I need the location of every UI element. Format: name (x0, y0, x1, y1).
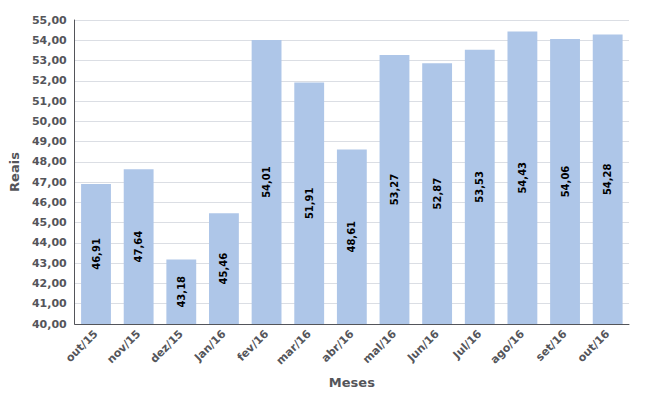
svg-text:54,00: 54,00 (32, 34, 67, 47)
svg-text:50,00: 50,00 (32, 115, 67, 128)
svg-text:43,00: 43,00 (32, 257, 67, 270)
svg-text:52,00: 52,00 (32, 74, 67, 87)
svg-text:42,00: 42,00 (32, 277, 67, 290)
svg-text:out/15: out/15 (63, 327, 100, 364)
svg-text:47,00: 47,00 (32, 176, 67, 189)
svg-text:51,00: 51,00 (32, 95, 67, 108)
svg-text:48,61: 48,61 (346, 221, 357, 253)
svg-text:53,27: 53,27 (389, 174, 400, 206)
svg-text:43,18: 43,18 (176, 276, 187, 308)
svg-text:Meses: Meses (329, 375, 375, 390)
svg-text:mal/16: mal/16 (360, 327, 399, 366)
svg-text:40,00: 40,00 (32, 318, 67, 331)
svg-text:out/16: out/16 (575, 327, 613, 365)
svg-text:45,46: 45,46 (218, 253, 229, 285)
svg-text:53,00: 53,00 (32, 54, 67, 67)
svg-text:54,06: 54,06 (560, 166, 571, 198)
svg-text:Jul/16: Jul/16 (450, 327, 485, 362)
svg-text:51,91: 51,91 (304, 187, 315, 219)
svg-text:55,00: 55,00 (32, 14, 67, 27)
svg-text:Reais: Reais (7, 152, 22, 192)
svg-text:fev/16: fev/16 (235, 327, 272, 364)
svg-text:46,00: 46,00 (32, 196, 67, 209)
svg-text:set/16: set/16 (533, 327, 570, 364)
svg-text:44,00: 44,00 (32, 236, 67, 249)
svg-text:54,28: 54,28 (602, 163, 613, 195)
svg-text:49,00: 49,00 (32, 135, 67, 148)
svg-text:53,53: 53,53 (474, 171, 485, 203)
svg-text:nov/15: nov/15 (104, 327, 143, 366)
svg-text:47,64: 47,64 (133, 231, 144, 263)
svg-text:41,00: 41,00 (32, 297, 67, 310)
svg-text:dez/15: dez/15 (148, 327, 186, 365)
svg-text:52,87: 52,87 (432, 178, 443, 210)
svg-text:mar/16: mar/16 (274, 327, 314, 367)
svg-text:54,01: 54,01 (261, 166, 272, 198)
svg-text:ago/16: ago/16 (488, 327, 527, 366)
svg-text:Jun/16: Jun/16 (404, 327, 442, 365)
svg-text:Jan/16: Jan/16 (191, 327, 228, 364)
svg-text:abr/16: abr/16 (319, 327, 357, 365)
svg-text:45,00: 45,00 (32, 216, 67, 229)
svg-text:48,00: 48,00 (32, 155, 67, 168)
svg-text:54,43: 54,43 (517, 162, 528, 194)
svg-text:46,91: 46,91 (91, 238, 102, 270)
